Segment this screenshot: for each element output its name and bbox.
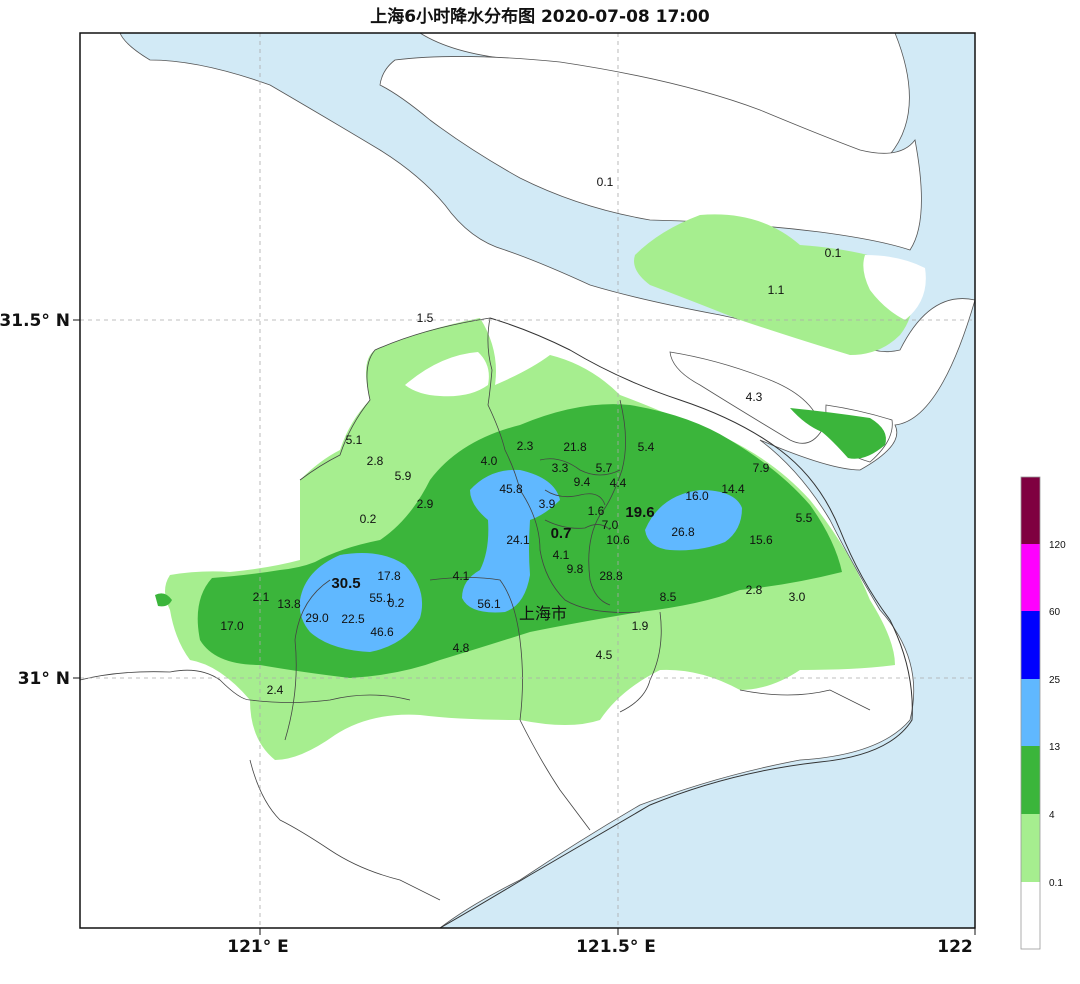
rainfall-value: 7.9 [753,461,770,475]
graticule [80,33,975,928]
rainfall-value: 0.2 [360,512,377,526]
rainfall-value: 4.4 [610,476,627,490]
chongming-island [379,56,922,251]
rainfall-value: 2.9 [417,497,434,511]
rain-zone-medium-west [155,593,172,607]
rainfall-value: 2.3 [517,439,534,453]
rainfall-value: 4.8 [453,641,470,655]
legend-label: 13 [1049,742,1061,753]
rain-zone-medium-island [790,408,886,459]
rainfall-value: 2.8 [746,583,763,597]
rainfall-value: 0.7 [551,525,572,542]
rainfall-value: 16.0 [685,489,709,503]
rainfall-value: 1.9 [632,619,649,633]
changxing-island [669,351,823,444]
district-boundaries [79,317,871,901]
rainfall-value: 3.0 [789,590,806,604]
legend-swatch [1021,746,1040,814]
rainfall-value: 14.4 [721,482,745,496]
y-tick-label: 31° N [18,669,70,689]
legend-swatch [1021,679,1040,746]
rainfall-value: 17.8 [377,569,401,583]
legend-swatch [1021,477,1040,544]
rainfall-value: 29.0 [305,611,329,625]
coastline [439,317,913,929]
rainfall-value: 45.8 [499,482,523,496]
legend-swatch [1021,611,1040,679]
rainfall-value: 56.1 [477,597,501,611]
rainfall-value: 1.5 [417,311,434,325]
rainfall-value: 0.1 [825,246,842,260]
legend-swatch [1021,882,1040,949]
rain-zone-heavy-west [299,552,423,652]
rainfall-value: 30.5 [331,575,360,592]
rainfall-value: 2.8 [367,454,384,468]
rainfall-value: 4.3 [746,390,763,404]
rainfall-value: 1.6 [588,504,605,518]
rainfall-value: 2.1 [253,590,270,604]
rainfall-value: 26.8 [671,525,695,539]
rainfall-value: 5.7 [596,461,613,475]
rainfall-value: 7.0 [602,518,619,532]
rainfall-value: 15.6 [749,533,773,547]
rainfall-value: 28.8 [599,569,623,583]
rainfall-value: 4.1 [453,569,470,583]
dry-zone-northwest [405,352,489,397]
legend-label: 120 [1049,540,1066,551]
x-tick-label: 121.5° E [576,937,656,957]
rainfall-value: 46.6 [370,625,394,639]
legend-label: 25 [1049,675,1061,686]
rainfall-value: 3.3 [552,461,569,475]
rainfall-value: 0.1 [597,175,614,189]
rainfall-value: 5.5 [796,511,813,525]
map-frame [79,32,976,929]
rainfall-value: 8.5 [660,590,677,604]
rainfall-value: 5.9 [395,469,412,483]
rainfall-value: 9.8 [567,562,584,576]
dry-zone-north [863,255,926,320]
rainfall-value: 55.1 [369,591,393,605]
rainfall-value: 24.1 [506,533,530,547]
rain-zone-heavy-central [462,469,560,613]
rain-zone-heavy-east [645,490,742,551]
rainfall-value: 4.1 [553,548,570,562]
rainfall-value: 9.4 [574,475,591,489]
legend-label: 60 [1049,607,1061,618]
rainfall-value: 22.5 [341,612,365,626]
rainfall-value: 10.6 [606,533,630,547]
legend-swatch [1021,814,1040,882]
map-title: 上海6小时降水分布图 2020-07-08 17:00 [370,7,710,27]
rainfall-value: 21.8 [563,440,587,454]
rainfall-value: 3.9 [539,497,556,511]
rainfall-value: 17.0 [220,619,244,633]
legend-label: 4 [1049,810,1055,821]
rainfall-value: 4.0 [481,454,498,468]
rainfall-value: 4.5 [596,648,613,662]
rainfall-value: 13.8 [277,597,301,611]
city-label: 上海市 [519,604,567,623]
rainfall-value: 5.4 [638,440,655,454]
legend-swatch [1021,544,1040,611]
color-legend: 0.1 4 13 25 60 120 [1020,476,1066,950]
x-tick-label: 122 [937,937,973,957]
y-tick-label: 31.5° N [0,311,70,331]
legend-label: 0.1 [1049,878,1063,889]
rainfall-value: 1.1 [768,283,785,297]
x-tick-label: 121° E [227,937,289,957]
rainfall-value: 2.4 [267,683,284,697]
station-values: 0.1 0.1 1.1 1.5 4.3 5.1 2.8 5.9 4.0 2.3 21.8 5.4 3.3… [220,175,841,697]
rainfall-value: 19.6 [625,504,654,521]
rainfall-value: 5.1 [346,433,363,447]
tick-marks [73,319,976,935]
rainfall-value: 0.2 [388,596,405,610]
